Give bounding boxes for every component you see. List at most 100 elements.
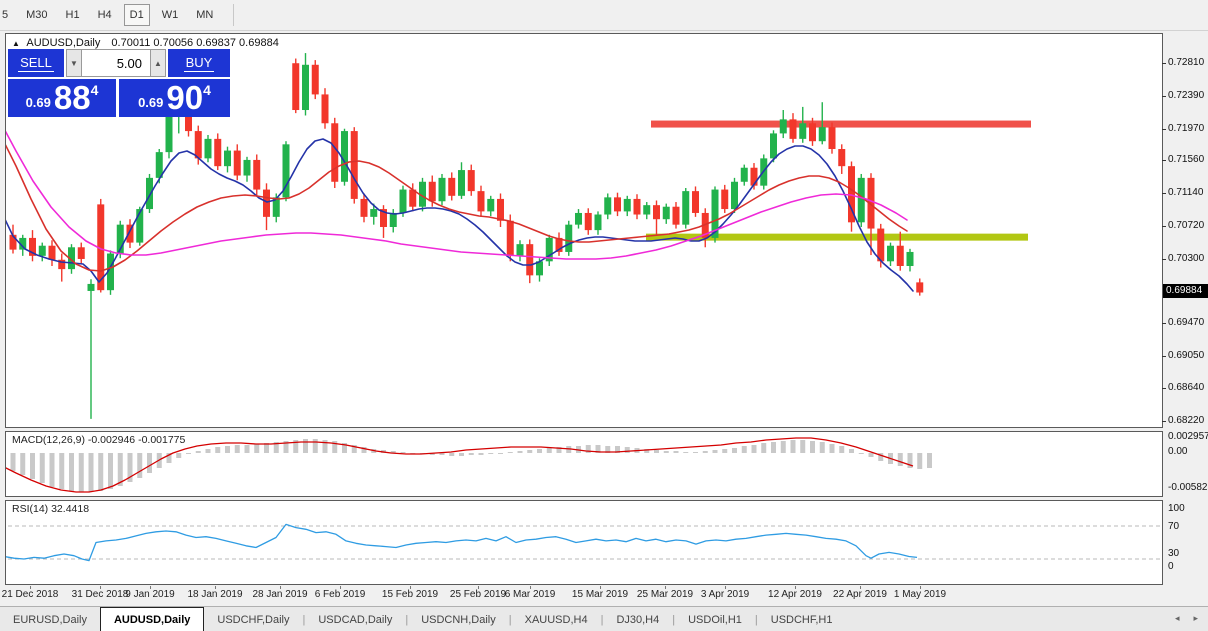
date-tick-mark (215, 586, 216, 589)
timeframe-button-m30[interactable]: M30 (26, 9, 48, 21)
date-tick-mark (410, 586, 411, 589)
tab-separator: | (508, 613, 512, 626)
date-tick-mark (725, 586, 726, 589)
tab-separator: | (405, 613, 409, 626)
date-tick-mark (795, 586, 796, 589)
timeframe-button-d1[interactable]: D1 (123, 4, 150, 26)
date-tick-label: 28 Jan 2019 (252, 589, 308, 600)
price-tick-mark (1162, 95, 1166, 97)
buy-price-small: 0.69 (138, 95, 164, 110)
tab-usdcnh-daily[interactable]: USDCNH,Daily (421, 613, 496, 626)
date-tick-mark (280, 586, 281, 589)
date-tick-label: 15 Feb 2019 (381, 589, 439, 600)
price-chart-canvas[interactable] (6, 34, 1162, 427)
timeframe-button-5[interactable]: 5 (2, 9, 9, 21)
one-click-trade-panel: SELL ▼ ▲ BUY 0.69 88 4 0.69 90 4 (8, 49, 230, 117)
chart-header: ▲ AUDUSD,Daily 0.70011 0.70056 0.69837 0… (12, 37, 279, 49)
price-tick-label: 0.69050 (1168, 350, 1205, 362)
tab-separator: | (754, 613, 758, 626)
rsi-axis-0: 0 (1168, 561, 1174, 572)
price-tick-mark (1162, 63, 1166, 64)
volume-input[interactable] (82, 49, 150, 77)
date-tick-mark (30, 586, 31, 589)
tab-usdoil-h1[interactable]: USDOil,H1 (688, 613, 742, 626)
date-tick-mark (665, 586, 666, 589)
date-tick-mark (860, 586, 861, 589)
tab-usdchf-h1[interactable]: USDCHF,H1 (770, 613, 833, 626)
ma-fast-line (6, 138, 914, 292)
date-tick-label: 1 May 2019 (893, 589, 947, 600)
tab-audusd-daily[interactable]: AUDUSD,Daily (99, 607, 205, 631)
date-tick-label: 6 Mar 2019 (504, 589, 556, 600)
macd-canvas[interactable] (6, 432, 1162, 496)
timeframe-button-h4[interactable]: H4 (97, 9, 112, 21)
rsi-axis-30: 30 (1168, 548, 1180, 559)
price-tick-label: 0.71560 (1168, 154, 1205, 166)
price-tick-mark (1162, 128, 1166, 130)
tab-usdcad-daily[interactable]: USDCAD,Daily (318, 613, 393, 626)
symbol-marker-icon: ▲ (12, 39, 20, 48)
tab-xauusd-h4[interactable]: XAUUSD,H4 (524, 613, 588, 626)
sell-price-display[interactable]: 0.69 88 4 (8, 79, 116, 117)
price-tick-mark (1162, 420, 1166, 422)
ma-slow-line (6, 130, 908, 260)
date-tick-mark (100, 586, 101, 589)
buy-price-sup: 4 (203, 82, 211, 98)
date-tick-label: 18 Jan 2019 (187, 589, 243, 600)
date-tick-mark (340, 586, 341, 589)
price-tick-label: 0.72810 (1168, 57, 1205, 68)
buy-price-display[interactable]: 0.69 90 4 (119, 79, 230, 117)
price-tick-mark (1162, 323, 1166, 325)
timeframe-button-mn[interactable]: MN (196, 9, 214, 21)
sell-price-big: 88 (53, 79, 91, 116)
sell-price-sup: 4 (90, 82, 99, 98)
date-tick-label: 9 Jan 2019 (125, 589, 175, 600)
toolbar-separator (233, 4, 235, 26)
resistance-line[interactable] (651, 120, 1031, 128)
price-tick-mark (1162, 388, 1166, 390)
price-tick-label: 0.71970 (1168, 122, 1205, 134)
price-tick-mark (1162, 193, 1166, 195)
tab-scroll-right-icon[interactable]: ▸ (1193, 613, 1198, 623)
buy-button[interactable]: BUY (168, 49, 230, 77)
tab-dj30-h4[interactable]: DJ30,H4 (616, 613, 660, 626)
current-price-tag: 0.69884 (1163, 284, 1208, 299)
date-tick-label: 6 Feb 2019 (314, 589, 366, 600)
price-tick-mark (1162, 258, 1166, 260)
rsi-axis-70: 70 (1168, 521, 1180, 532)
timeframe-button-w1[interactable]: W1 (161, 9, 179, 21)
rsi-label: RSI(14) 32.4418 (12, 503, 90, 515)
date-tick-label: 25 Mar 2019 (636, 589, 694, 600)
timeframe-toolbar: 5 M30 H1 H4 D1 W1 MN (0, 0, 1208, 31)
chart-symbol-label: AUDUSD,Daily (26, 37, 101, 49)
timeframe-button-h1[interactable]: H1 (65, 9, 80, 21)
support-line[interactable] (646, 233, 1028, 241)
tab-scroll-left-icon[interactable]: ◂ (1174, 613, 1180, 623)
sell-button[interactable]: SELL (8, 49, 64, 77)
date-tick-label: 15 Mar 2019 (571, 589, 629, 600)
macd-pane[interactable] (5, 431, 1163, 497)
tab-separator: | (600, 613, 604, 626)
price-tick-label: 0.71140 (1168, 187, 1204, 199)
chart-tabs-bar: EURUSD,Daily AUDUSD,Daily USDCHF,Daily | USD… (0, 606, 1208, 631)
spinner-down-icon: ▼ (70, 58, 78, 68)
macd-axis-min: -0.005825 (1168, 482, 1208, 493)
tab-usdchf-daily[interactable]: USDCHF,Daily (217, 613, 290, 626)
macd-histogram (10, 439, 932, 492)
tab-eurusd-daily[interactable]: EURUSD,Daily (13, 613, 87, 626)
rsi-axis-100: 100 (1168, 503, 1185, 514)
date-tick-label: 22 Apr 2019 (833, 589, 887, 600)
spinner-up-icon: ▲ (154, 58, 162, 68)
rsi-pane[interactable] (5, 500, 1163, 585)
macd-axis-zero: 0.00 (1168, 446, 1188, 457)
date-tick-label: 12 Apr 2019 (768, 589, 822, 600)
macd-label: MACD(12,26,9) -0.002946 -0.001775 (12, 434, 186, 446)
tab-separator: | (672, 613, 676, 626)
volume-decrease-button[interactable]: ▼ (66, 49, 82, 77)
rsi-canvas[interactable] (6, 501, 1162, 584)
sell-price-small: 0.69 (25, 95, 51, 110)
price-tick-label: 0.68220 (1168, 414, 1205, 426)
price-tick-label: 0.70720 (1168, 219, 1205, 231)
volume-increase-button[interactable]: ▲ (150, 49, 166, 77)
